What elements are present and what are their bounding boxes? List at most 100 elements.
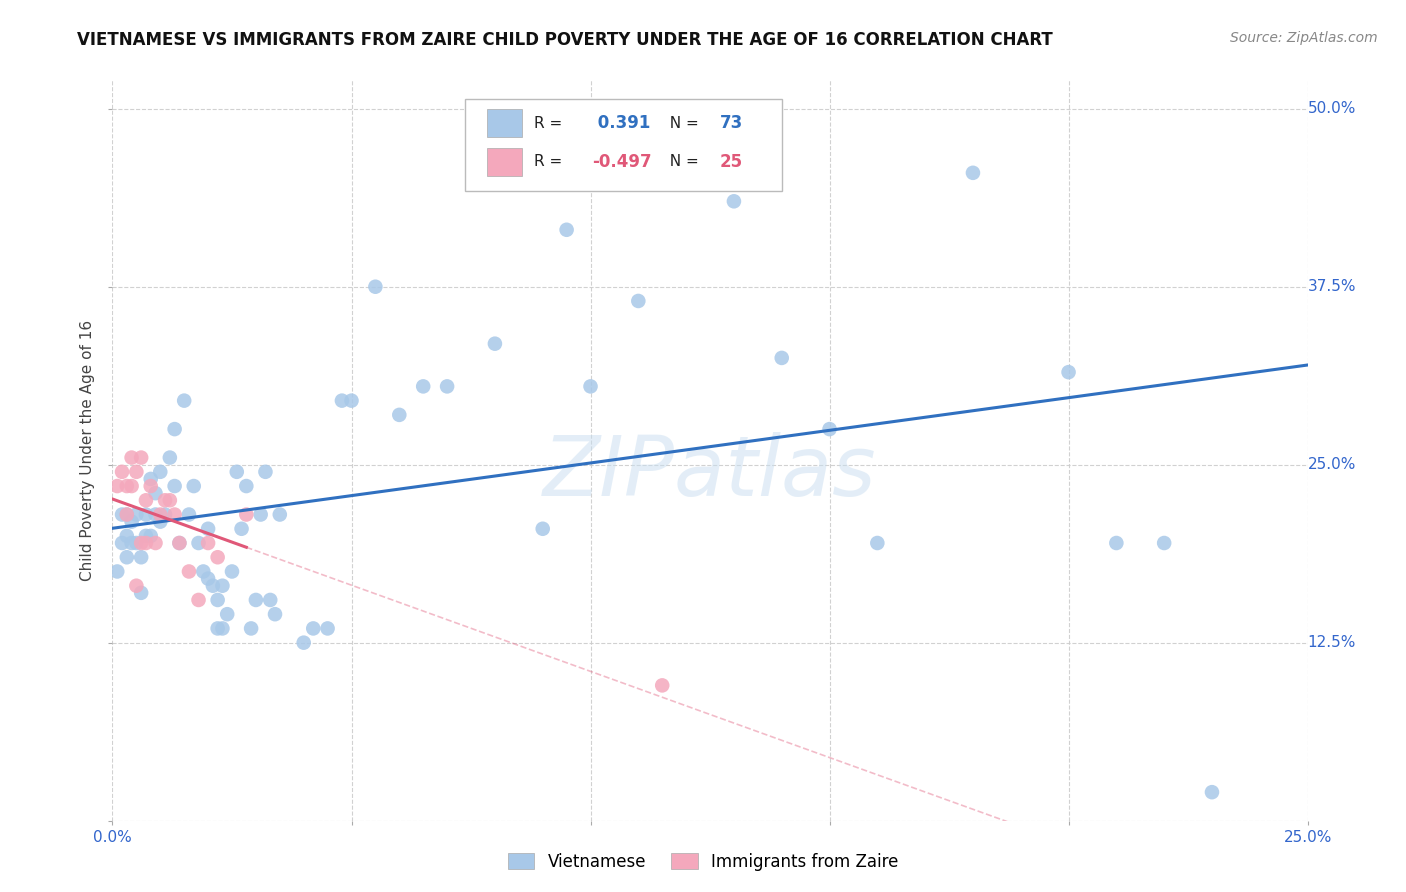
Text: N =: N = bbox=[659, 154, 703, 169]
Point bbox=[125, 536, 148, 550]
Text: Source: ZipAtlas.com: Source: ZipAtlas.com bbox=[1230, 31, 1378, 45]
Point bbox=[149, 515, 172, 529]
Point bbox=[211, 579, 233, 593]
Point bbox=[115, 479, 138, 493]
Point bbox=[145, 536, 167, 550]
Point bbox=[105, 479, 128, 493]
Point bbox=[211, 622, 233, 636]
Point bbox=[264, 607, 287, 622]
Text: 73: 73 bbox=[720, 114, 742, 132]
Text: 50.0%: 50.0% bbox=[1308, 102, 1355, 116]
Point bbox=[159, 493, 181, 508]
Point bbox=[145, 486, 167, 500]
Point bbox=[177, 565, 200, 579]
Point bbox=[269, 508, 291, 522]
FancyBboxPatch shape bbox=[486, 148, 523, 176]
Point bbox=[159, 450, 181, 465]
Point bbox=[221, 565, 243, 579]
Point bbox=[962, 166, 984, 180]
Point bbox=[187, 593, 209, 607]
Point bbox=[111, 508, 134, 522]
Y-axis label: Child Poverty Under the Age of 16: Child Poverty Under the Age of 16 bbox=[80, 320, 96, 581]
Point bbox=[388, 408, 411, 422]
Point bbox=[866, 536, 889, 550]
Point bbox=[555, 223, 578, 237]
Point bbox=[207, 550, 229, 565]
Point bbox=[169, 536, 191, 550]
Point bbox=[129, 536, 152, 550]
Point bbox=[173, 393, 195, 408]
Point bbox=[340, 393, 363, 408]
Point bbox=[330, 393, 353, 408]
Text: ZIPatlas: ZIPatlas bbox=[543, 432, 877, 513]
Point bbox=[129, 586, 152, 600]
Point bbox=[125, 465, 148, 479]
Point bbox=[217, 607, 239, 622]
Point bbox=[115, 508, 138, 522]
Point bbox=[139, 472, 162, 486]
Point bbox=[225, 465, 247, 479]
Point bbox=[254, 465, 277, 479]
Point bbox=[818, 422, 841, 436]
Text: R =: R = bbox=[534, 116, 568, 131]
Point bbox=[149, 508, 172, 522]
Point bbox=[139, 479, 162, 493]
Point bbox=[193, 565, 215, 579]
Point bbox=[484, 336, 506, 351]
Point bbox=[770, 351, 793, 365]
Point bbox=[207, 593, 229, 607]
Text: 0.391: 0.391 bbox=[592, 114, 650, 132]
Point bbox=[197, 522, 219, 536]
Point bbox=[235, 479, 257, 493]
Point bbox=[651, 678, 673, 692]
Point bbox=[627, 293, 650, 308]
Point bbox=[207, 622, 229, 636]
Point bbox=[723, 194, 745, 209]
Point bbox=[111, 536, 134, 550]
Point bbox=[1057, 365, 1080, 379]
Text: VIETNAMESE VS IMMIGRANTS FROM ZAIRE CHILD POVERTY UNDER THE AGE OF 16 CORRELATIO: VIETNAMESE VS IMMIGRANTS FROM ZAIRE CHIL… bbox=[77, 31, 1053, 49]
Text: -0.497: -0.497 bbox=[592, 153, 651, 170]
Point bbox=[115, 508, 138, 522]
Point bbox=[1201, 785, 1223, 799]
Point bbox=[125, 508, 148, 522]
Point bbox=[135, 536, 157, 550]
FancyBboxPatch shape bbox=[465, 99, 782, 191]
Point bbox=[153, 508, 176, 522]
Point bbox=[531, 522, 554, 536]
Point bbox=[129, 550, 152, 565]
Point bbox=[149, 465, 172, 479]
Text: N =: N = bbox=[659, 116, 703, 131]
Point bbox=[579, 379, 602, 393]
Point bbox=[1105, 536, 1128, 550]
Point bbox=[292, 635, 315, 649]
Point bbox=[436, 379, 458, 393]
Point bbox=[302, 622, 325, 636]
Point bbox=[105, 565, 128, 579]
Point bbox=[675, 109, 697, 123]
Point bbox=[240, 622, 263, 636]
Legend: Vietnamese, Immigrants from Zaire: Vietnamese, Immigrants from Zaire bbox=[499, 845, 907, 880]
FancyBboxPatch shape bbox=[486, 109, 523, 137]
Point bbox=[135, 493, 157, 508]
Point bbox=[135, 529, 157, 543]
Point bbox=[135, 508, 157, 522]
Point bbox=[111, 465, 134, 479]
Point bbox=[121, 536, 143, 550]
Text: R =: R = bbox=[534, 154, 568, 169]
Point bbox=[177, 508, 200, 522]
Point bbox=[316, 622, 339, 636]
Point bbox=[115, 550, 138, 565]
Point bbox=[121, 479, 143, 493]
Point bbox=[163, 479, 186, 493]
Point bbox=[364, 279, 387, 293]
Point bbox=[197, 572, 219, 586]
Text: 25: 25 bbox=[720, 153, 742, 170]
Point bbox=[259, 593, 281, 607]
Text: 25.0%: 25.0% bbox=[1308, 458, 1355, 472]
Point bbox=[145, 508, 167, 522]
Point bbox=[201, 579, 224, 593]
Point bbox=[197, 536, 219, 550]
Text: 12.5%: 12.5% bbox=[1308, 635, 1355, 650]
Point bbox=[163, 508, 186, 522]
